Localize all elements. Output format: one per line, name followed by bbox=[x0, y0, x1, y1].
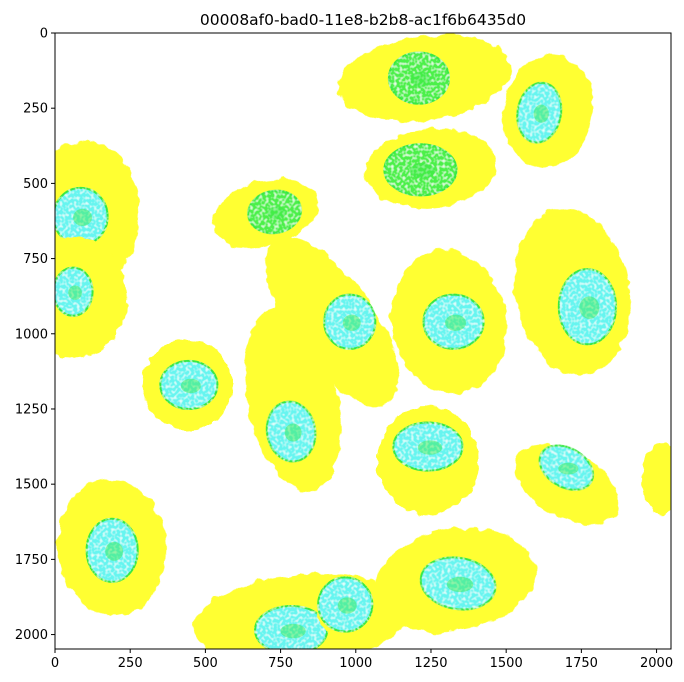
nucleus-speckle bbox=[180, 378, 201, 394]
cell-10 bbox=[142, 339, 233, 431]
nucleus-speckle bbox=[410, 71, 432, 87]
cell-7 bbox=[514, 208, 631, 376]
x-tick-label: 1750 bbox=[565, 656, 598, 671]
x-tick-label: 750 bbox=[268, 656, 293, 671]
cell-nucleus bbox=[538, 444, 594, 491]
cell-14 bbox=[641, 442, 671, 515]
x-tick-label: 1500 bbox=[490, 656, 523, 671]
cell-nucleus bbox=[557, 268, 617, 346]
nucleus-speckle bbox=[579, 296, 600, 319]
cell-5 bbox=[212, 178, 319, 249]
cell-6 bbox=[55, 237, 128, 358]
y-tick-label: 750 bbox=[23, 252, 48, 267]
y-tick-label: 2000 bbox=[15, 628, 48, 643]
nucleus-speckle bbox=[417, 440, 443, 455]
x-tick-label: 0 bbox=[51, 656, 59, 671]
cell-nucleus bbox=[247, 189, 302, 235]
nucleus-speckle bbox=[284, 423, 302, 442]
nucleus-speckle bbox=[409, 163, 436, 179]
nucleus-speckle bbox=[446, 576, 474, 593]
cell-18 bbox=[313, 574, 374, 635]
x-tick-label: 500 bbox=[193, 656, 218, 671]
x-tick-label: 1250 bbox=[414, 656, 447, 671]
nucleus-speckle bbox=[105, 541, 124, 561]
y-tick-label: 250 bbox=[23, 102, 48, 117]
cell-nucleus bbox=[85, 517, 139, 583]
cell-nucleus bbox=[254, 604, 329, 649]
cells-layer bbox=[55, 34, 671, 649]
nucleus-speckle bbox=[280, 623, 306, 639]
cell-nucleus bbox=[323, 293, 377, 350]
cell-9 bbox=[265, 236, 399, 407]
cell-3 bbox=[364, 128, 497, 208]
cell-nucleus bbox=[516, 81, 563, 144]
x-axis: 0 250 500 750 1000 1250 1500 1750 2000 bbox=[51, 649, 673, 671]
cell-nucleus bbox=[419, 556, 497, 611]
cell-nucleus bbox=[317, 576, 374, 633]
cell-nucleus bbox=[383, 143, 458, 197]
cell-8 bbox=[391, 249, 507, 394]
y-axis: 0 250 500 750 1000 1250 1500 1750 2000 bbox=[15, 27, 55, 643]
cell-nucleus bbox=[159, 359, 219, 410]
y-tick-label: 500 bbox=[23, 177, 48, 192]
cell-12 bbox=[376, 405, 480, 515]
cell-2 bbox=[502, 54, 594, 169]
cell-cytoplasm bbox=[641, 442, 671, 515]
cell-nucleus bbox=[422, 293, 485, 350]
plot-frame bbox=[54, 32, 672, 650]
cell-1 bbox=[338, 34, 512, 122]
nucleus-speckle bbox=[68, 285, 82, 300]
y-tick-label: 1250 bbox=[15, 402, 48, 417]
x-tick-label: 2000 bbox=[640, 656, 673, 671]
cell-11 bbox=[244, 308, 341, 492]
nucleus-speckle bbox=[342, 314, 361, 331]
y-tick-label: 1500 bbox=[15, 478, 48, 493]
nucleus-speckle bbox=[533, 104, 549, 123]
cell-13 bbox=[514, 443, 619, 525]
x-tick-label: 250 bbox=[118, 656, 143, 671]
nucleus-speckle bbox=[337, 597, 357, 614]
y-tick-label: 1000 bbox=[15, 327, 48, 342]
image-panel bbox=[54, 32, 672, 650]
cell-15 bbox=[57, 478, 167, 617]
cell-cytoplasm bbox=[244, 308, 341, 492]
nucleus-speckle bbox=[267, 206, 286, 220]
nucleus-speckle bbox=[445, 314, 467, 331]
cell-nucleus bbox=[265, 400, 317, 463]
nucleus-speckle bbox=[558, 462, 579, 475]
cell-nucleus bbox=[387, 51, 451, 105]
nucleus-speckle bbox=[73, 208, 93, 227]
cell-nucleus bbox=[55, 266, 94, 317]
y-tick-label: 1750 bbox=[15, 553, 48, 568]
cell-16 bbox=[374, 528, 536, 633]
cell-nucleus bbox=[392, 421, 464, 472]
y-tick-label: 0 bbox=[40, 27, 48, 42]
x-tick-label: 1000 bbox=[339, 656, 372, 671]
figure-title: 00008af0-bad0-11e8-b2b8-ac1f6b6435d0 bbox=[200, 11, 526, 29]
